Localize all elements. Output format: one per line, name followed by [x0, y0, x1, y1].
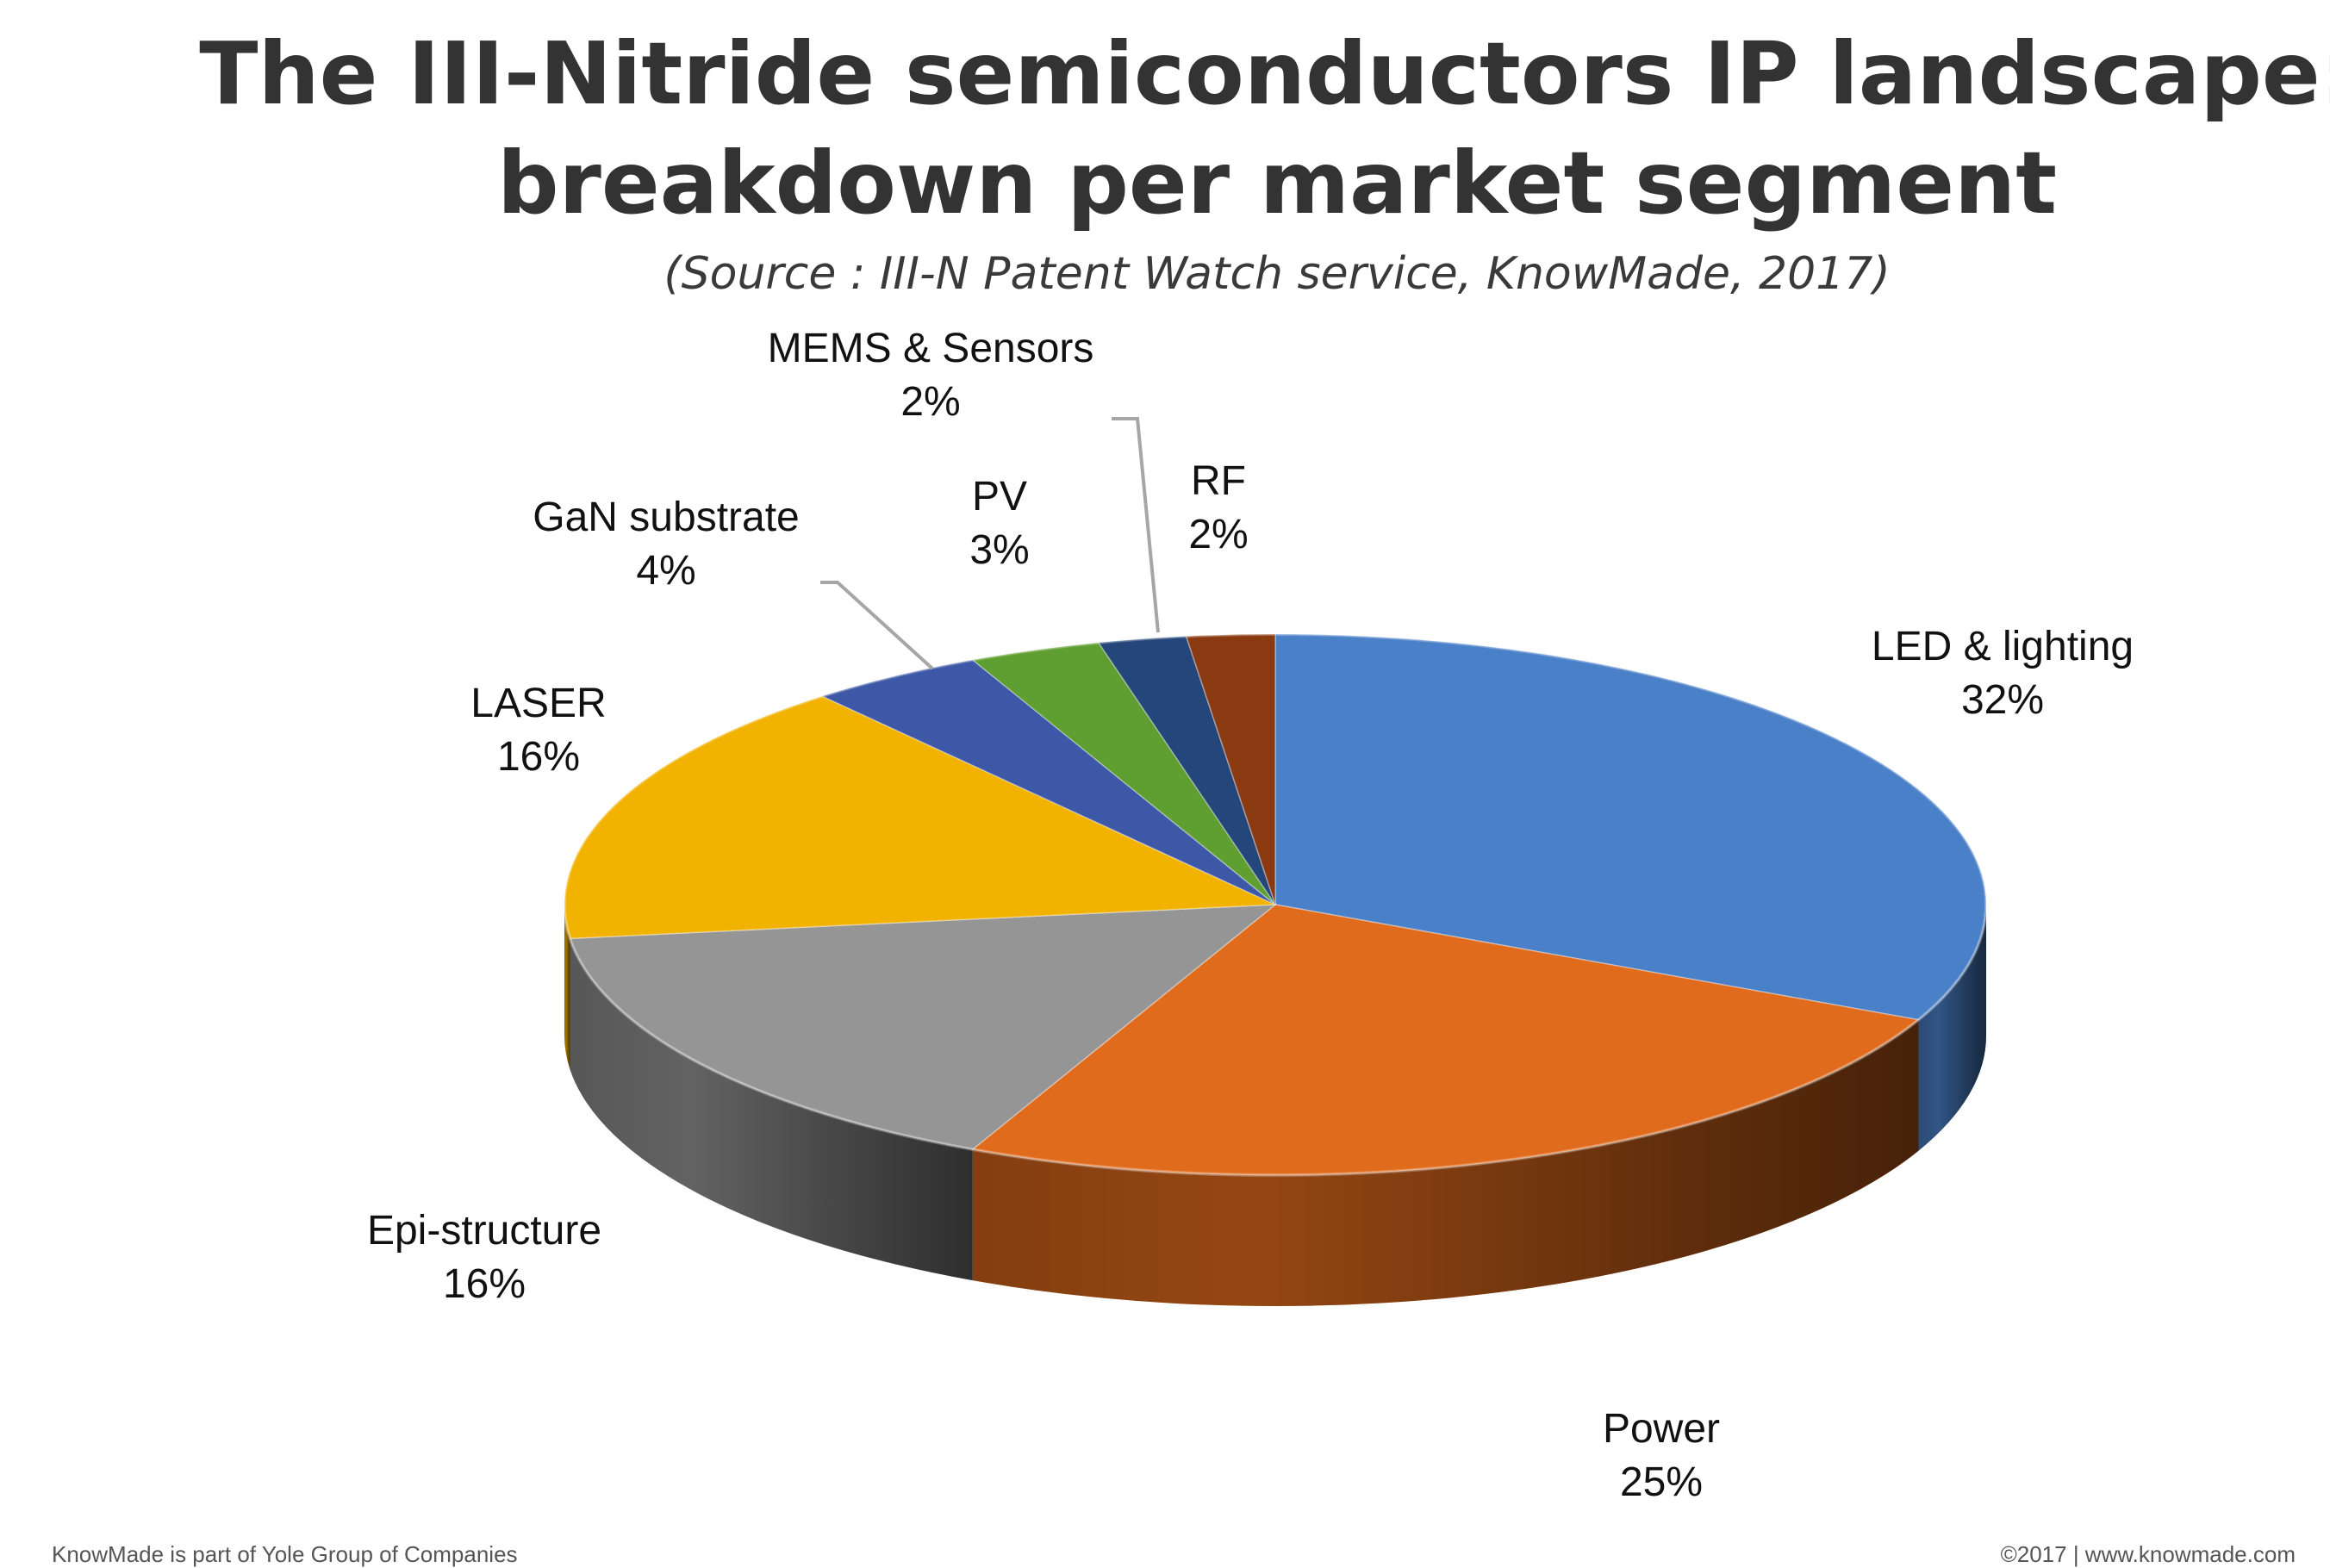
slice-label-value: 4%	[636, 548, 696, 594]
slice-side-shade-epi-structure	[570, 938, 973, 1281]
slice-label-epi-structure: Epi-structure 16%	[367, 1204, 601, 1311]
slice-label-value: 32%	[1960, 677, 2045, 723]
slice-label-value: 3%	[969, 527, 1030, 573]
slice-label-value: 2%	[1188, 512, 1249, 557]
slice-label-led-and-lighting: LED & lighting 32%	[1872, 620, 2134, 727]
slice-rf	[1185, 633, 1276, 905]
chart-title-line1: The III-Nitride semiconductors IP landsc…	[199, 23, 2330, 124]
leader-lines	[820, 417, 1160, 670]
footer-right: ©2017 | www.knowmade.com	[2000, 1541, 2296, 1567]
slice-gan-substrate	[820, 659, 1276, 905]
leader-line-mems-and-sensors	[1112, 417, 1160, 633]
slice-label-pv: PV 3%	[969, 470, 1029, 577]
slice-label-rf: RF 2%	[1188, 455, 1248, 562]
slice-label-value: 2%	[900, 379, 961, 425]
slice-label-name: PV	[971, 474, 1028, 520]
slice-label-name: LED & lighting	[1871, 624, 2134, 669]
slice-label-gan-substrate: GaN substrate 4%	[533, 491, 799, 598]
pie-rim	[563, 632, 1988, 1177]
slice-label-name: RF	[1191, 458, 1246, 504]
slice-label-power: Power 25%	[1603, 1403, 1720, 1509]
slice-label-name: GaN substrate	[533, 495, 800, 540]
slice-epi-structure	[569, 904, 1278, 1150]
slice-label-name: LASER	[470, 681, 607, 726]
slice-side-shade-led-and-lighting	[1918, 905, 1986, 1151]
pie-slices	[563, 632, 1988, 1177]
slice-mems-and-sensors	[1097, 635, 1276, 905]
leader-line-gan-substrate	[820, 581, 934, 670]
slice-label-name: Epi-structure	[366, 1208, 602, 1254]
slice-label-value: 25%	[1619, 1459, 1704, 1505]
slice-label-value: 16%	[496, 734, 581, 780]
slice-laser	[564, 695, 1276, 940]
slice-label-name: Power	[1602, 1406, 1721, 1452]
chart-title-line2: breakdown per market segment	[496, 133, 2058, 233]
slice-power	[970, 904, 1921, 1176]
pie-side-walls	[564, 905, 1986, 1306]
slice-label-name: MEMS & Sensors	[767, 326, 1094, 371]
slice-side-shade-power	[972, 1019, 1919, 1306]
slice-label-value: 16%	[442, 1261, 526, 1307]
slice-pv	[970, 642, 1276, 905]
slice-label-mems-and-sensors: MEMS & Sensors 2%	[768, 322, 1094, 429]
slice-led-and-lighting	[1274, 633, 1987, 1021]
chart-subtitle: (Source : III-N Patent Watch service, Kn…	[663, 248, 1891, 300]
footer-left: KnowMade is part of Yole Group of Compan…	[52, 1541, 518, 1567]
slice-side-shade-laser	[564, 905, 570, 1070]
slice-label-laser: LASER 16%	[470, 677, 606, 784]
